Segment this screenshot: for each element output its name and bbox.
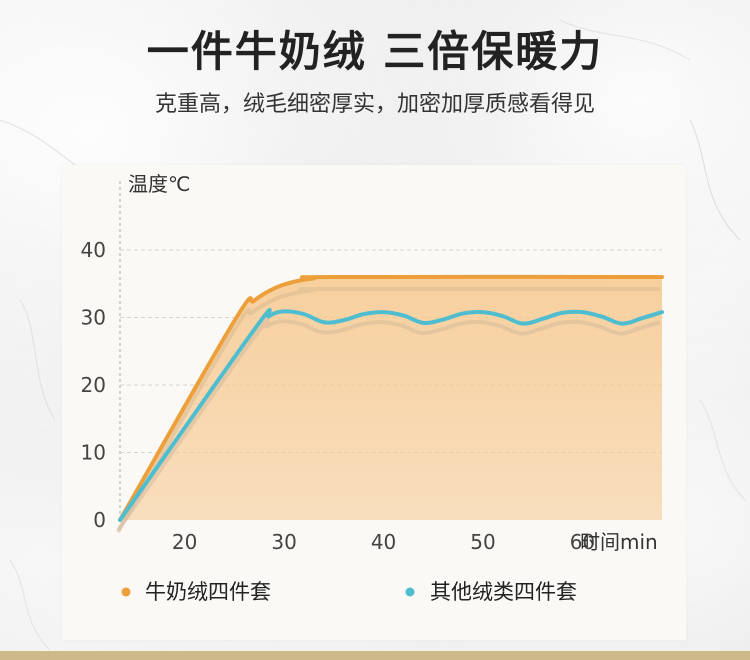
legend-swatch-other — [405, 587, 415, 597]
page-title: 一件牛奶绒 三倍保暖力 — [146, 27, 604, 76]
x-tick-label: 60 — [570, 530, 595, 554]
x-tick-label: 50 — [470, 530, 495, 554]
y-axis-title: 温度℃ — [128, 172, 190, 196]
series-line-milk — [118, 274, 664, 522]
other-line-shadow — [116, 317, 661, 532]
x-tick-label: 30 — [271, 530, 296, 554]
y-tick-label: 20 — [81, 373, 106, 397]
x-axis-title: 时间min — [580, 530, 658, 554]
milk-line-shadow — [116, 286, 661, 533]
footer-bar — [0, 651, 750, 660]
legend-label-other: 其他绒类四件套 — [430, 580, 577, 604]
series-line-other — [118, 307, 664, 522]
legend-label-milk: 牛奶绒四件套 — [145, 580, 271, 604]
y-tick-label: 0 — [93, 508, 106, 532]
legend-swatch-milk — [121, 587, 131, 597]
y-tick-label: 40 — [81, 238, 106, 262]
y-tick-label: 10 — [81, 441, 106, 465]
page-subtitle: 克重高，绒毛细密厚实，加密加厚质感看得见 — [154, 92, 595, 117]
x-tick-label: 40 — [371, 530, 396, 554]
y-tick-label: 30 — [81, 306, 106, 330]
x-tick-label: 20 — [172, 530, 197, 554]
